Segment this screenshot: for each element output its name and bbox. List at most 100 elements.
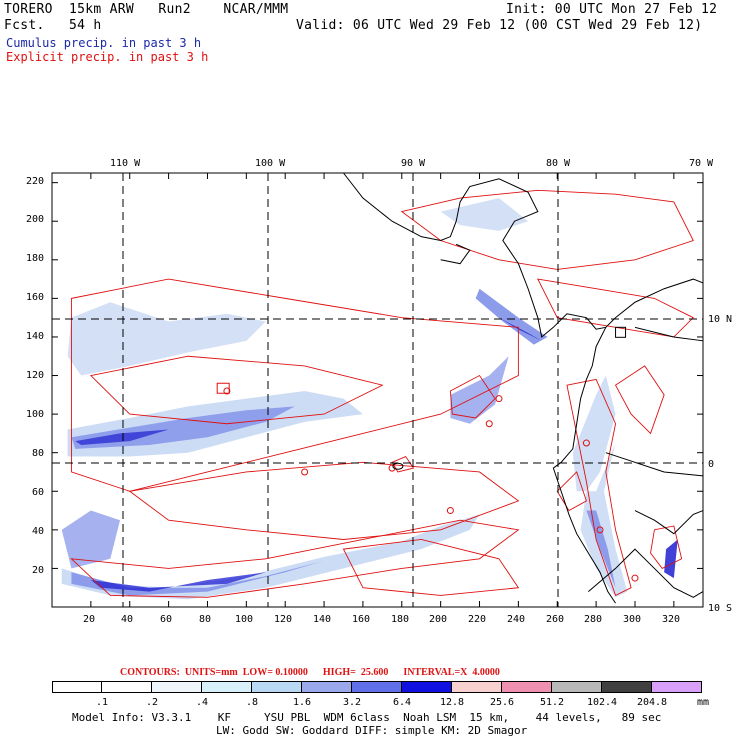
- colorbar-swatch: [302, 681, 352, 693]
- coastline: [588, 548, 704, 598]
- explicit-precip-contour: [70, 519, 520, 598]
- y-tick: 200: [26, 214, 45, 225]
- precip-bolivia: [664, 539, 678, 579]
- model-info: Model Info: V3.3.1 KF YSU PBL WDM 6class…: [72, 711, 662, 724]
- x-tick: 280: [584, 614, 603, 625]
- colorbar-swatch: [652, 681, 702, 693]
- y-tick: 140: [26, 331, 45, 342]
- x-tick: 160: [352, 614, 371, 625]
- x-tick: 140: [313, 614, 332, 625]
- precip-panama: [475, 288, 548, 345]
- colorbar-swatch: [352, 681, 402, 693]
- explicit-precip-contour: [566, 378, 632, 597]
- colorbar-label: .1: [95, 697, 109, 708]
- explicit-precip-contour: [342, 539, 520, 596]
- x-tick: 240: [507, 614, 526, 625]
- colorbar-label: 12.8: [439, 697, 465, 708]
- lat-label: 0: [708, 459, 715, 470]
- explicit-precip-cell: [596, 526, 604, 534]
- x-tick: 260: [546, 614, 565, 625]
- colorbar-swatch: [202, 681, 252, 693]
- precip-caribbean: [440, 198, 529, 231]
- explicit-precip-cell: [582, 439, 590, 447]
- coastline: [605, 452, 704, 477]
- y-tick: 100: [26, 409, 45, 420]
- lon-label: 90 W: [401, 158, 426, 169]
- model-title: TORERO 15km ARW Run2 NCAR/MMM: [4, 2, 289, 17]
- marker-box: [216, 382, 230, 394]
- x-tick: 100: [235, 614, 254, 625]
- explicit-precip-cell: [223, 387, 231, 395]
- precip-panama-heavy: [498, 317, 542, 341]
- lon-label: 80 W: [546, 158, 571, 169]
- coastline: [440, 243, 471, 265]
- x-tick: 20: [83, 614, 96, 625]
- coastline: [615, 278, 704, 319]
- explicit-precip-cell: [495, 395, 503, 403]
- y-tick: 160: [26, 292, 45, 303]
- marker-box: [615, 326, 627, 338]
- x-tick: 320: [662, 614, 681, 625]
- colorbar-label: .2: [145, 697, 159, 708]
- x-tick: 220: [468, 614, 487, 625]
- explicit-precip-contour: [391, 455, 415, 473]
- colorbar-swatch: [52, 681, 102, 693]
- colorbar-swatch: [102, 681, 152, 693]
- colorbar-swatch: [402, 681, 452, 693]
- explicit-precip-cell: [301, 468, 309, 476]
- explicit-precip-contour: [70, 278, 519, 492]
- lon-label: 70 W: [689, 158, 714, 169]
- colorbar-label: 102.4: [586, 697, 618, 708]
- colorbar-label: 1.6: [292, 697, 312, 708]
- precip-south-heavy: [90, 572, 266, 592]
- colorbar-label: .8: [245, 697, 259, 708]
- colorbar-label: 6.4: [392, 697, 412, 708]
- colorbar-swatch: [552, 681, 602, 693]
- explicit-precip-cell: [485, 420, 493, 428]
- explicit-precip-contour: [128, 461, 520, 540]
- precip-andes-light: [572, 375, 628, 598]
- colorbar-label: .4: [195, 697, 209, 708]
- forecast-hour: Fcst. 54 h: [4, 18, 102, 33]
- explicit-precip-contour: [89, 355, 384, 425]
- contours-caption: CONTOURS: UNITS=mm LOW= 0.10000 HIGH= 25…: [120, 667, 500, 678]
- x-tick: 120: [274, 614, 293, 625]
- colorbar-swatch: [502, 681, 552, 693]
- colorbar-label: 51.2: [539, 697, 565, 708]
- explicit-precip-cell: [631, 574, 639, 582]
- explicit-precip-contour: [400, 189, 694, 270]
- lat-label: 10 S: [708, 603, 733, 614]
- physics-info: LW: Godd SW: Goddard DIFF: simple KM: 2D…: [216, 724, 528, 737]
- explicit-precip-cell: [388, 464, 396, 472]
- precip-sw-mid: [61, 510, 121, 569]
- x-tick: 200: [429, 614, 448, 625]
- precip-region-light: [67, 302, 266, 376]
- precip-offshore: [450, 356, 509, 424]
- coastline: [634, 326, 704, 342]
- colorbar-swatch: [252, 681, 302, 693]
- lon-label: 110 W: [110, 158, 141, 169]
- colorbar-unit: mm: [697, 697, 710, 708]
- x-tick: 40: [121, 614, 134, 625]
- y-tick: 40: [32, 526, 45, 537]
- explicit-precip-contour: [449, 374, 496, 419]
- colorbar-swatch: [602, 681, 652, 693]
- colorbar-label: 25.6: [489, 697, 515, 708]
- precip-south-light: [61, 514, 480, 600]
- coastline: [552, 327, 616, 604]
- x-tick: 300: [623, 614, 642, 625]
- map-frame: [51, 172, 704, 608]
- precip-band-heavy: [75, 429, 169, 445]
- cumulus-legend: Cumulus precip. in past 3 h: [6, 36, 202, 50]
- y-tick: 180: [26, 253, 45, 264]
- coastline: [634, 510, 704, 535]
- y-tick: 80: [32, 448, 45, 459]
- y-tick: 220: [26, 176, 45, 187]
- colorbar-label: 3.2: [342, 697, 362, 708]
- coastline: [343, 172, 616, 338]
- precip-andes-mid: [586, 510, 616, 588]
- explicit-precip-contour: [650, 525, 683, 569]
- explicit-precip-cell: [446, 507, 454, 515]
- y-tick: 20: [32, 565, 45, 576]
